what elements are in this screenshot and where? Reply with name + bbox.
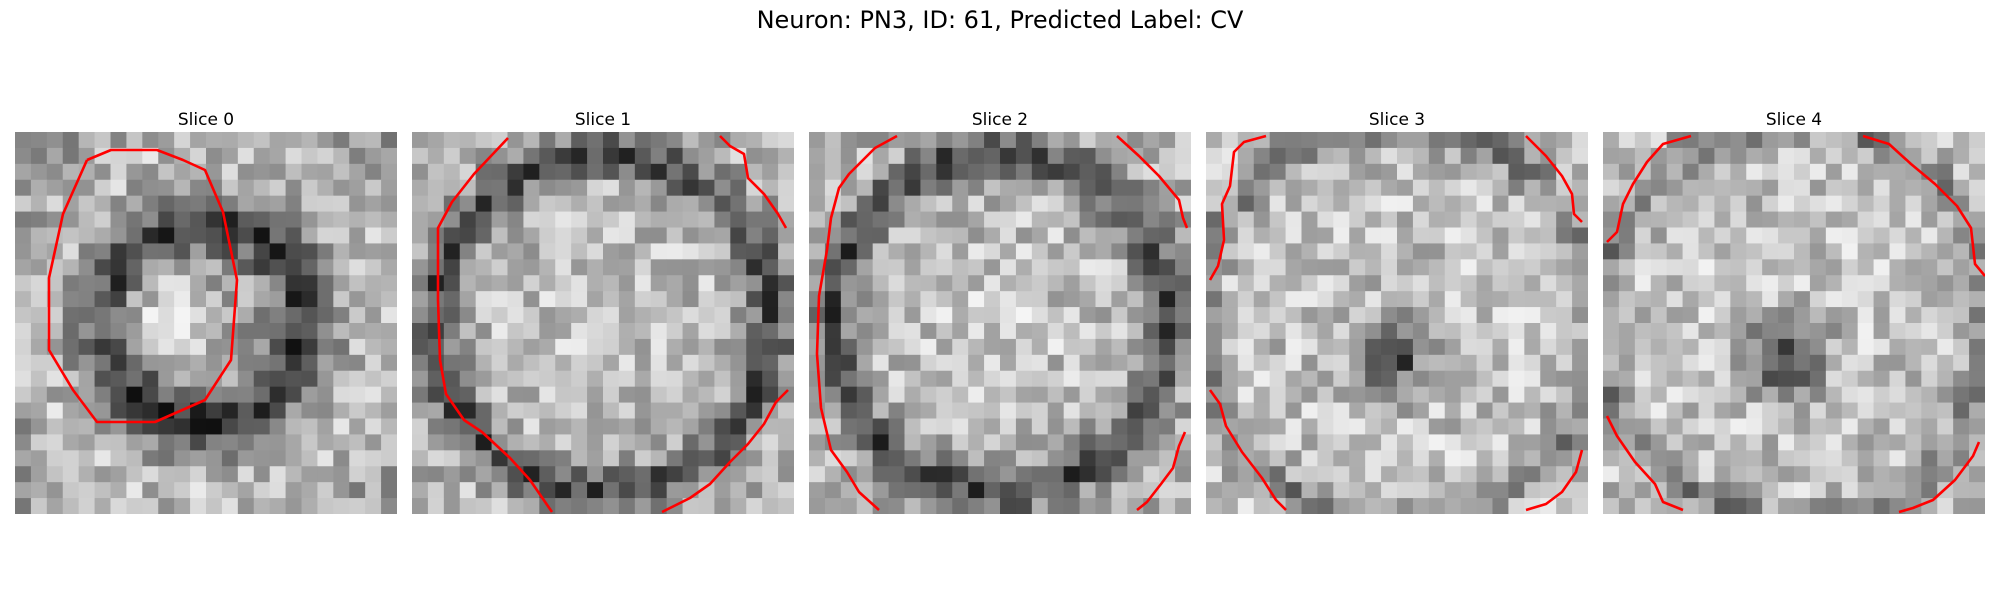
contour-line [1525,449,1584,512]
slice-image [1206,132,1588,514]
slice-panel-0: Slice 0 [15,108,397,514]
contour-line [1605,415,1684,512]
contour-line [47,148,239,424]
figure-title: Neuron: PN3, ID: 61, Predicted Label: CV [756,6,1244,34]
slice-image [15,132,397,514]
slice-panel-3: Slice 3 [1206,108,1588,514]
contour-line [1116,135,1189,229]
slice-title: Slice 4 [1765,110,1823,130]
slice-panel-2: Slice 2 [809,108,1191,514]
contour-line [815,134,898,511]
slice-title: Slice 2 [971,110,1029,130]
contour-line [436,137,554,513]
contour-line [719,135,788,229]
slice-image [412,132,794,514]
slice-panel-4: Slice 4 [1603,108,1985,514]
contour-line [1136,431,1187,512]
contour-line [1606,134,1692,243]
contour-line [1208,134,1267,281]
slice-image [1603,132,1985,514]
slice-panel-1: Slice 1 [412,108,794,514]
slice-image [809,132,1191,514]
slice-title: Slice 0 [177,110,235,130]
contour-line [1208,389,1287,511]
contour-line [1862,134,1985,277]
slice-title: Slice 1 [574,110,632,130]
contour-line [661,389,789,514]
contour-line [1525,135,1583,223]
contour-line [1898,441,1981,514]
slice-title: Slice 3 [1368,110,1426,130]
